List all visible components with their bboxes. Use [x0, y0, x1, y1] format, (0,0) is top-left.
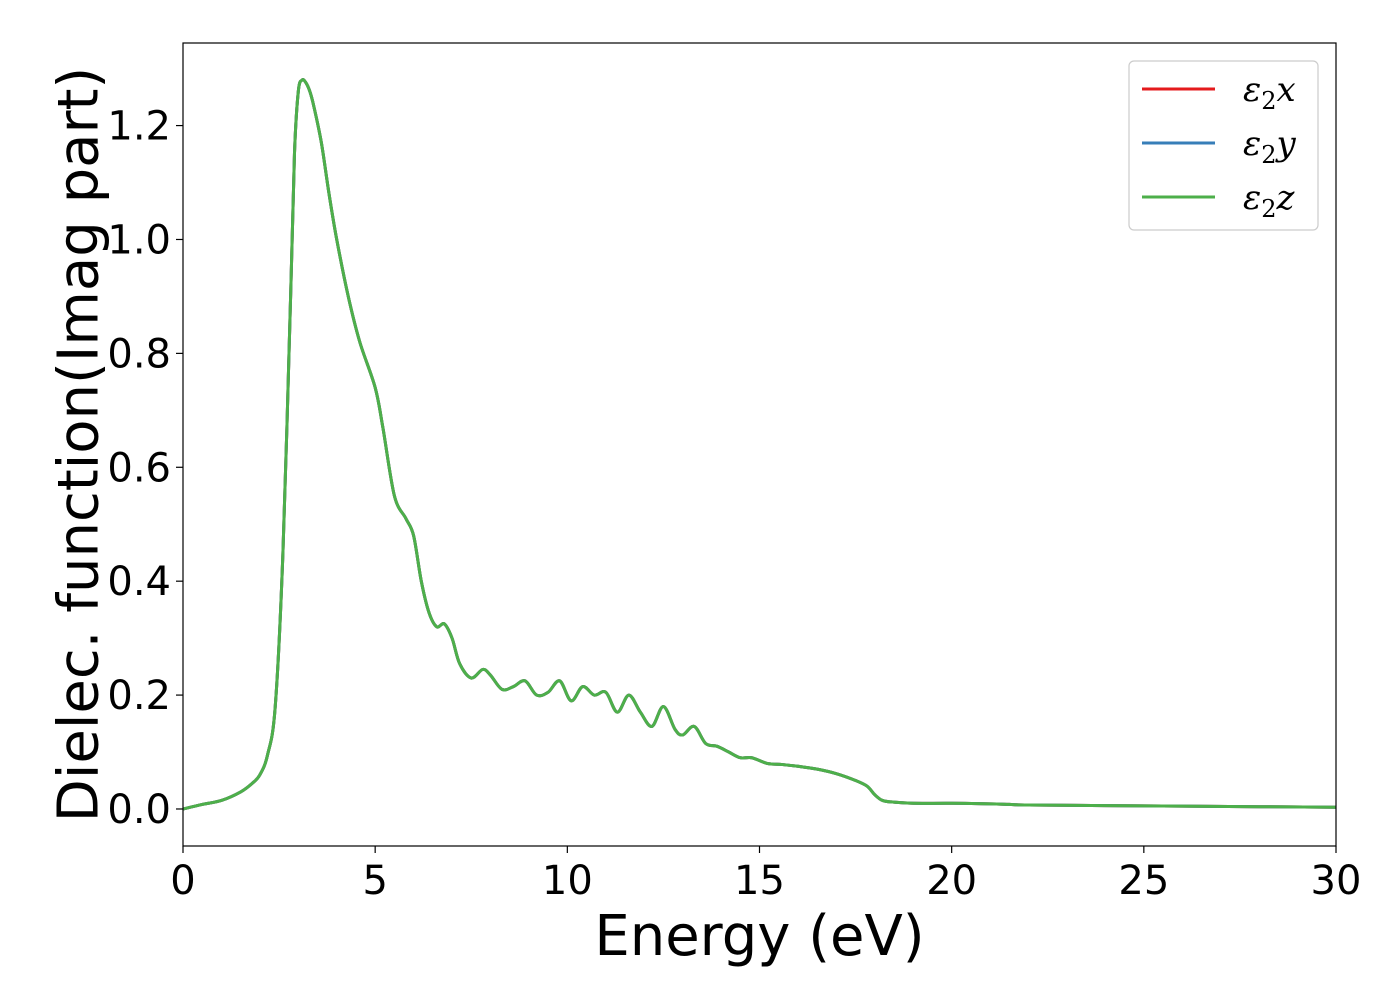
x-axis-ticks: 0 5 10 15 20 25 30 — [170, 846, 1361, 904]
y-tick-label: 1.0 — [107, 217, 171, 263]
legend-box — [1128, 60, 1319, 231]
series-layer — [183, 78, 1336, 811]
x-tick-label: 0 — [170, 858, 195, 904]
y-tick-label: 0.4 — [107, 559, 171, 605]
series-line-3 — [183, 78, 1336, 811]
legend: ε2x ε2y ε2z — [1128, 60, 1319, 231]
x-tick-label: 15 — [734, 858, 785, 904]
y-tick-label: 0.8 — [107, 331, 171, 377]
x-axis-title: Energy (eV) — [594, 904, 924, 969]
y-axis-ticks: 0.0 0.2 0.4 0.6 0.8 1.0 1.2 — [107, 104, 183, 833]
x-tick-label: 20 — [926, 858, 977, 904]
x-tick-label: 5 — [362, 858, 387, 904]
y-tick-label: 1.2 — [107, 104, 171, 150]
y-tick-label: 0.2 — [107, 673, 171, 719]
legend-label: ε2y — [1243, 124, 1297, 169]
y-tick-label: 0.6 — [107, 445, 171, 491]
x-tick-label: 30 — [1311, 858, 1362, 904]
y-axis-title: Dielec. function(Imag part) — [47, 67, 112, 823]
y-tick-label: 0.0 — [107, 787, 171, 833]
x-tick-label: 10 — [542, 858, 593, 904]
legend-label: ε2z — [1243, 178, 1296, 223]
legend-label: ε2x — [1243, 70, 1296, 115]
x-tick-label: 25 — [1118, 858, 1169, 904]
